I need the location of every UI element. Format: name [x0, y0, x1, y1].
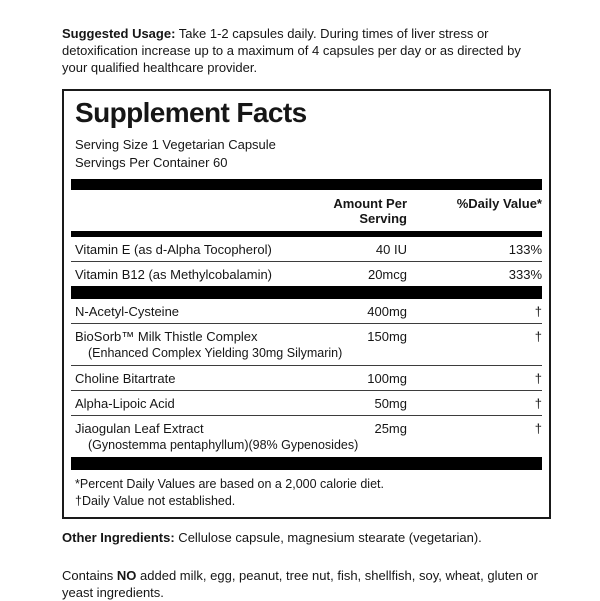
ingredient-name: Choline Bitartrate: [75, 371, 176, 386]
botanicals-group: N-Acetyl-Cysteine 400mg † BioSorb™ Milk …: [71, 299, 542, 457]
ingredient-amount: 20mcg: [367, 267, 407, 282]
header-spacer: [71, 196, 292, 226]
allergen-no: NO: [116, 568, 137, 583]
servings-per-container: Servings Per Container 60: [75, 155, 228, 170]
suggested-usage-label: Suggested Usage:: [62, 26, 176, 41]
supplement-facts-panel: Supplement Facts Serving Size 1 Vegetari…: [62, 89, 551, 519]
ingredient-subtext: (Gynostemma pentaphyllum)(98% Gypenoside…: [88, 438, 359, 452]
ingredient-daily-value: †: [534, 304, 542, 319]
ingredient-amount: 50mg: [374, 396, 407, 411]
ingredient-daily-value: †: [534, 329, 542, 344]
divider-bar-header: [71, 231, 542, 237]
vitamins-group: Vitamin E (as d-Alpha Tocopherol) 40 IU …: [71, 237, 542, 286]
ingredient-amount: 25mg: [374, 421, 407, 436]
ingredient-daily-value: †: [534, 421, 542, 436]
other-ingredients-text: Cellulose capsule, magnesium stearate (v…: [174, 530, 482, 545]
divider-bar-bottom: [71, 457, 542, 470]
divider-bar-middle: [71, 286, 542, 299]
footnote-percent-dv: *Percent Daily Values are based on a 2,0…: [75, 477, 384, 491]
ingredient-amount: 40 IU: [375, 242, 407, 257]
ingredient-name: Jiaogulan Leaf Extract: [75, 421, 204, 436]
ingredient-daily-value: 133%: [508, 242, 542, 257]
suggested-usage-text: Take 1-2 capsules daily. During times of…: [62, 26, 521, 75]
header-amount-per-serving: Amount Per Serving: [333, 196, 407, 226]
ingredient-amount: 100mg: [367, 371, 407, 386]
footnote-dagger: †Daily Value not established.: [75, 494, 236, 508]
table-row: Vitamin B12 (as Methylcobalamin) 20mcg 3…: [71, 261, 542, 286]
allergen-prefix: Contains: [62, 568, 117, 583]
ingredient-name: Vitamin B12 (as Methylcobalamin): [75, 267, 273, 282]
table-row: Jiaogulan Leaf Extract 25mg † (Gynostemm…: [71, 415, 542, 457]
suggested-usage: Suggested Usage: Take 1-2 capsules daily…: [62, 25, 544, 76]
table-row: Choline Bitartrate 100mg †: [71, 365, 542, 390]
supplement-facts-title: Supplement Facts: [75, 97, 307, 128]
ingredient-daily-value: 333%: [508, 267, 542, 282]
header-daily-value: %Daily Value*: [456, 196, 542, 211]
ingredient-subtext: (Enhanced Complex Yielding 30mg Silymari…: [88, 346, 343, 360]
table-row: Alpha-Lipoic Acid 50mg †: [71, 390, 542, 415]
ingredient-name: N-Acetyl-Cysteine: [75, 304, 180, 319]
other-ingredients: Other Ingredients: Cellulose capsule, ma…: [62, 529, 544, 546]
ingredient-daily-value: †: [534, 396, 542, 411]
ingredient-name: Vitamin E (as d-Alpha Tocopherol): [75, 242, 272, 257]
footnotes: *Percent Daily Values are based on a 2,0…: [71, 470, 542, 511]
serving-size: Serving Size 1 Vegetarian Capsule: [75, 137, 276, 152]
allergen-text: added milk, egg, peanut, tree nut, fish,…: [62, 568, 538, 600]
ingredient-amount: 150mg: [367, 329, 407, 344]
ingredient-name: BioSorb™ Milk Thistle Complex: [75, 329, 258, 344]
table-row: BioSorb™ Milk Thistle Complex 150mg † (E…: [71, 323, 542, 365]
table-row: Vitamin E (as d-Alpha Tocopherol) 40 IU …: [71, 237, 542, 261]
allergen-statement: Contains NO added milk, egg, peanut, tre…: [62, 567, 544, 601]
ingredient-daily-value: †: [534, 371, 542, 386]
other-ingredients-label: Other Ingredients:: [62, 530, 175, 545]
ingredient-amount: 400mg: [367, 304, 407, 319]
divider-bar-top: [71, 179, 542, 190]
table-header-row: Amount Per Serving %Daily Value*: [71, 190, 542, 231]
table-row: N-Acetyl-Cysteine 400mg †: [71, 299, 542, 323]
ingredient-name: Alpha-Lipoic Acid: [75, 396, 175, 411]
